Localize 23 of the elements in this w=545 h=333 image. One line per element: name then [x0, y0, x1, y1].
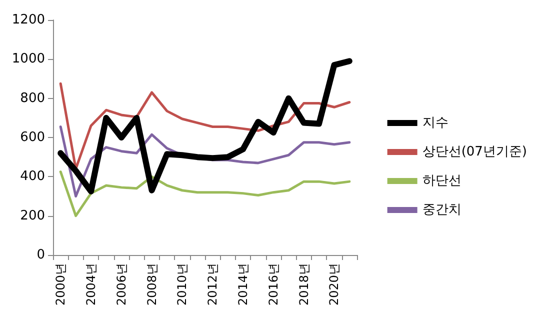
legend-label: 중간치: [422, 202, 462, 218]
y-tick-label: 1000: [12, 52, 45, 67]
x-tick-label: 2006년: [114, 263, 128, 306]
line-series: [59, 82, 351, 170]
y-tick-label: 400: [20, 169, 45, 184]
x-tick-label: 2000년: [54, 263, 68, 306]
y-tick-label: 0: [36, 248, 45, 262]
line-series: [59, 170, 351, 218]
y-tick-label: 1200: [12, 12, 45, 28]
x-tick-label: 2012년: [206, 263, 220, 306]
x-tick-label: 2010년: [175, 263, 190, 306]
x-tick-label: 2008년: [144, 263, 159, 306]
legend-label: 상단선(07년기준): [422, 144, 527, 160]
x-tick-label: 2020년: [327, 263, 342, 306]
x-tick-label: 2018년: [296, 263, 311, 306]
y-tick-label: 200: [20, 208, 45, 224]
legend-label: 하단선: [422, 174, 462, 188]
x-tick-label: 2004년: [84, 263, 98, 306]
y-tick-label: 600: [20, 130, 45, 145]
x-tick-label: 2014년: [236, 263, 250, 306]
legend-label: 지수: [422, 116, 448, 130]
x-tick-label: 2016년: [266, 263, 280, 306]
y-tick-label: 800: [20, 90, 45, 106]
